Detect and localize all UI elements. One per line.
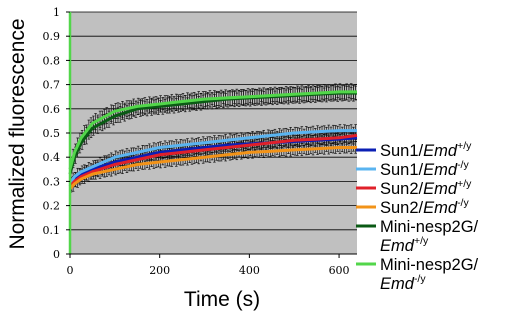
legend-label: Sun1/Emd+/y (380, 140, 472, 160)
legend-label: Sun2/Emd-/y (380, 197, 469, 217)
series-line (68, 146, 357, 190)
legend: Sun1/Emd+/ySun1/Emd-/ySun2/Emd+/ySun2/Em… (356, 140, 479, 293)
x-tick-labels: 0 200 400 600 (67, 254, 350, 277)
y-tick-label: 0.1 (43, 224, 61, 237)
y-axis-title: Normalized fluorescence (6, 18, 29, 249)
series-line (68, 133, 358, 188)
y-tick-label: 0.5 (43, 127, 61, 140)
legend-item: Sun2/Emd+/y (356, 178, 472, 198)
y-tick-label: 0.7 (43, 79, 61, 92)
legend-item: Mini-nesp2G/Emd+/y (356, 218, 479, 255)
y-tick-label: 0 (53, 248, 60, 261)
series-lines (68, 90, 358, 190)
y-tick-labels: 0 0.1 0.2 0.3 0.4 0.5 0.6 0.7 0.8 0.9 1 (43, 6, 70, 261)
y-tick-label: 0.4 (43, 151, 61, 164)
y-tick-label: 0.3 (43, 175, 61, 188)
y-tick-label: 0.9 (43, 30, 61, 43)
series-line (68, 90, 357, 170)
legend-label: Sun2/Emd+/y (380, 178, 472, 198)
legend-label: Mini-nesp2G/Emd-/y (380, 256, 479, 293)
legend-item: Mini-nesp2G/Emd-/y (356, 256, 479, 293)
x-tick-label: 0 (67, 264, 74, 277)
y-tick-label: 0.8 (43, 54, 61, 67)
x-tick-label: 600 (329, 264, 350, 277)
series-line (68, 129, 357, 185)
legend-item: Sun2/Emd-/y (356, 197, 469, 217)
legend-label: Sun1/Emd-/y (380, 159, 469, 179)
x-tick-label: 200 (149, 264, 170, 277)
legend-label: Mini-nesp2G/Emd+/y (380, 218, 479, 255)
x-axis-title: Time (s) (184, 288, 260, 311)
x-tick-label: 400 (239, 264, 260, 277)
y-tick-label: 0.2 (43, 200, 61, 213)
y-tick-label: 1 (53, 6, 60, 19)
legend-item: Sun1/Emd-/y (356, 159, 469, 179)
y-tick-label: 0.6 (43, 103, 61, 116)
gridlines (70, 11, 357, 231)
legend-item: Sun1/Emd+/y (356, 140, 472, 160)
